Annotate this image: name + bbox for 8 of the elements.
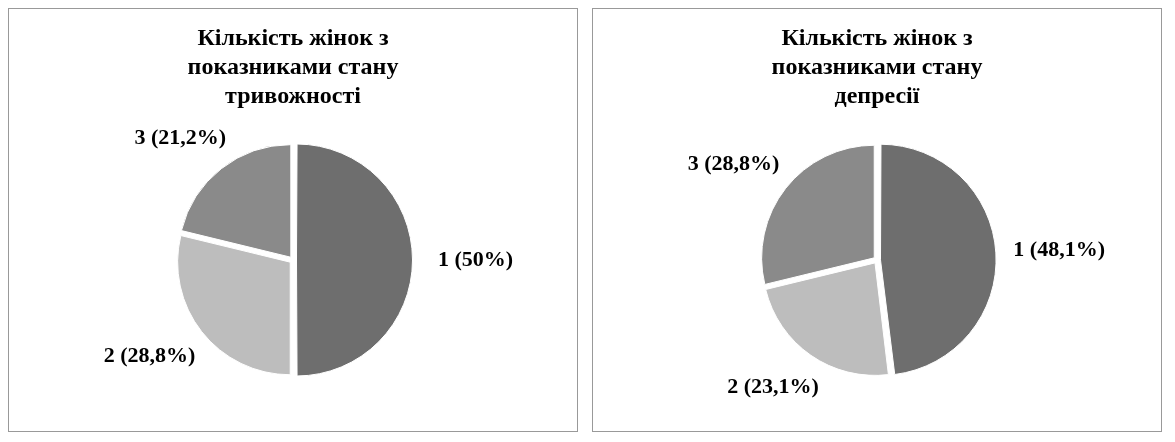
chart-title: Кількість жінок з показниками стану депресії [770, 23, 984, 110]
slice-label: 1 (48,1%) [1013, 236, 1105, 262]
slice-label: 1 (50%) [437, 245, 514, 271]
chart-title: Кількість жінок з показниками стану тривожності [186, 23, 400, 110]
slice-label: 3 (21,2%) [134, 123, 227, 149]
slice-label: 2 (28,8%) [103, 341, 196, 367]
slice-label: 3 (28,8%) [687, 149, 780, 175]
slice-label: 2 (23,1%) [727, 373, 819, 399]
